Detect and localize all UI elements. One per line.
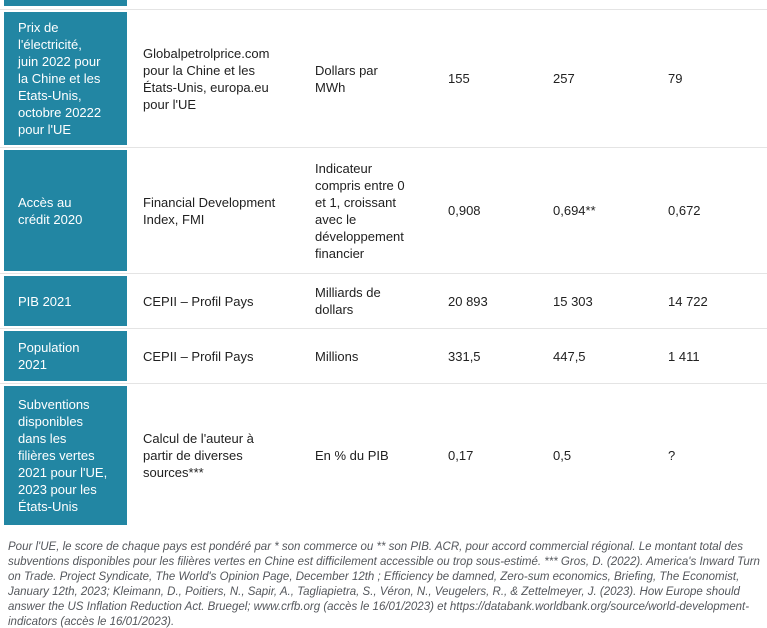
value-cell-col3: 0,672	[668, 203, 701, 218]
table-row: Prix de l'électricité, juin 2022 pour la…	[0, 10, 767, 148]
source-cell: Globalpetrolprice.com pour la Chine et l…	[143, 45, 270, 112]
source-cell: CEPII – Profil Pays	[143, 293, 254, 309]
value-cell-col2: 0,694**	[553, 203, 596, 218]
unit-cell: Millions	[315, 348, 359, 364]
value-cell-col1: 0,908	[448, 203, 481, 218]
value-cell-col2: 0,5	[553, 448, 572, 463]
value-cell-col3: 79	[668, 71, 683, 86]
table-row: Subventions disponibles dans les filière…	[0, 384, 767, 527]
source-cell: Calcul de l'auteur à partir de diverses …	[143, 431, 254, 480]
unit-cell: Milliards de dollars	[315, 285, 381, 317]
table-row: Accès au crédit 2020 Financial Developme…	[0, 148, 767, 274]
table-row: PIB 2021 CEPII – Profil Pays Milliards d…	[0, 274, 767, 329]
value-cell-col2: 447,5	[553, 348, 586, 364]
row-header-continuation-strip	[4, 0, 127, 6]
row-header-cell: Accès au crédit 2020	[4, 150, 127, 271]
value-cell-col2: 15 303	[553, 293, 593, 309]
source-cell: CEPII – Profil Pays	[143, 348, 254, 364]
row-header-cell: Population 2021	[4, 331, 127, 381]
row-header-cell: Subventions disponibles dans les filière…	[4, 386, 127, 525]
value-cell-col2: 257	[553, 71, 575, 86]
unit-cell: Indicateur compris entre 0 et 1, croissa…	[315, 160, 405, 261]
unit-cell: Dollars par MWh	[315, 62, 378, 95]
value-cell-col3: ?	[668, 448, 676, 463]
row-header-cell: PIB 2021	[4, 276, 127, 326]
value-cell-col1: 331,5	[448, 348, 481, 364]
indicators-table: Prix de l'électricité, juin 2022 pour la…	[0, 0, 767, 527]
value-cell-col1: 155	[448, 71, 470, 86]
table-row: Population 2021 CEPII – Profil Pays Mill…	[0, 329, 767, 384]
table-footnote: Pour l'UE, le score de chaque pays est p…	[8, 541, 760, 628]
value-cell-col3: 14 722	[668, 293, 708, 309]
row-header-cell: Prix de l'électricité, juin 2022 pour la…	[4, 12, 127, 145]
unit-cell: En % du PIB	[315, 448, 389, 463]
value-cell-col3: 1 411	[668, 348, 700, 364]
source-cell: Financial Development Index, FMI	[143, 194, 276, 227]
value-cell-col1: 0,17	[448, 448, 474, 463]
table-row-continuation	[0, 0, 767, 10]
value-cell-col1: 20 893	[448, 293, 488, 309]
